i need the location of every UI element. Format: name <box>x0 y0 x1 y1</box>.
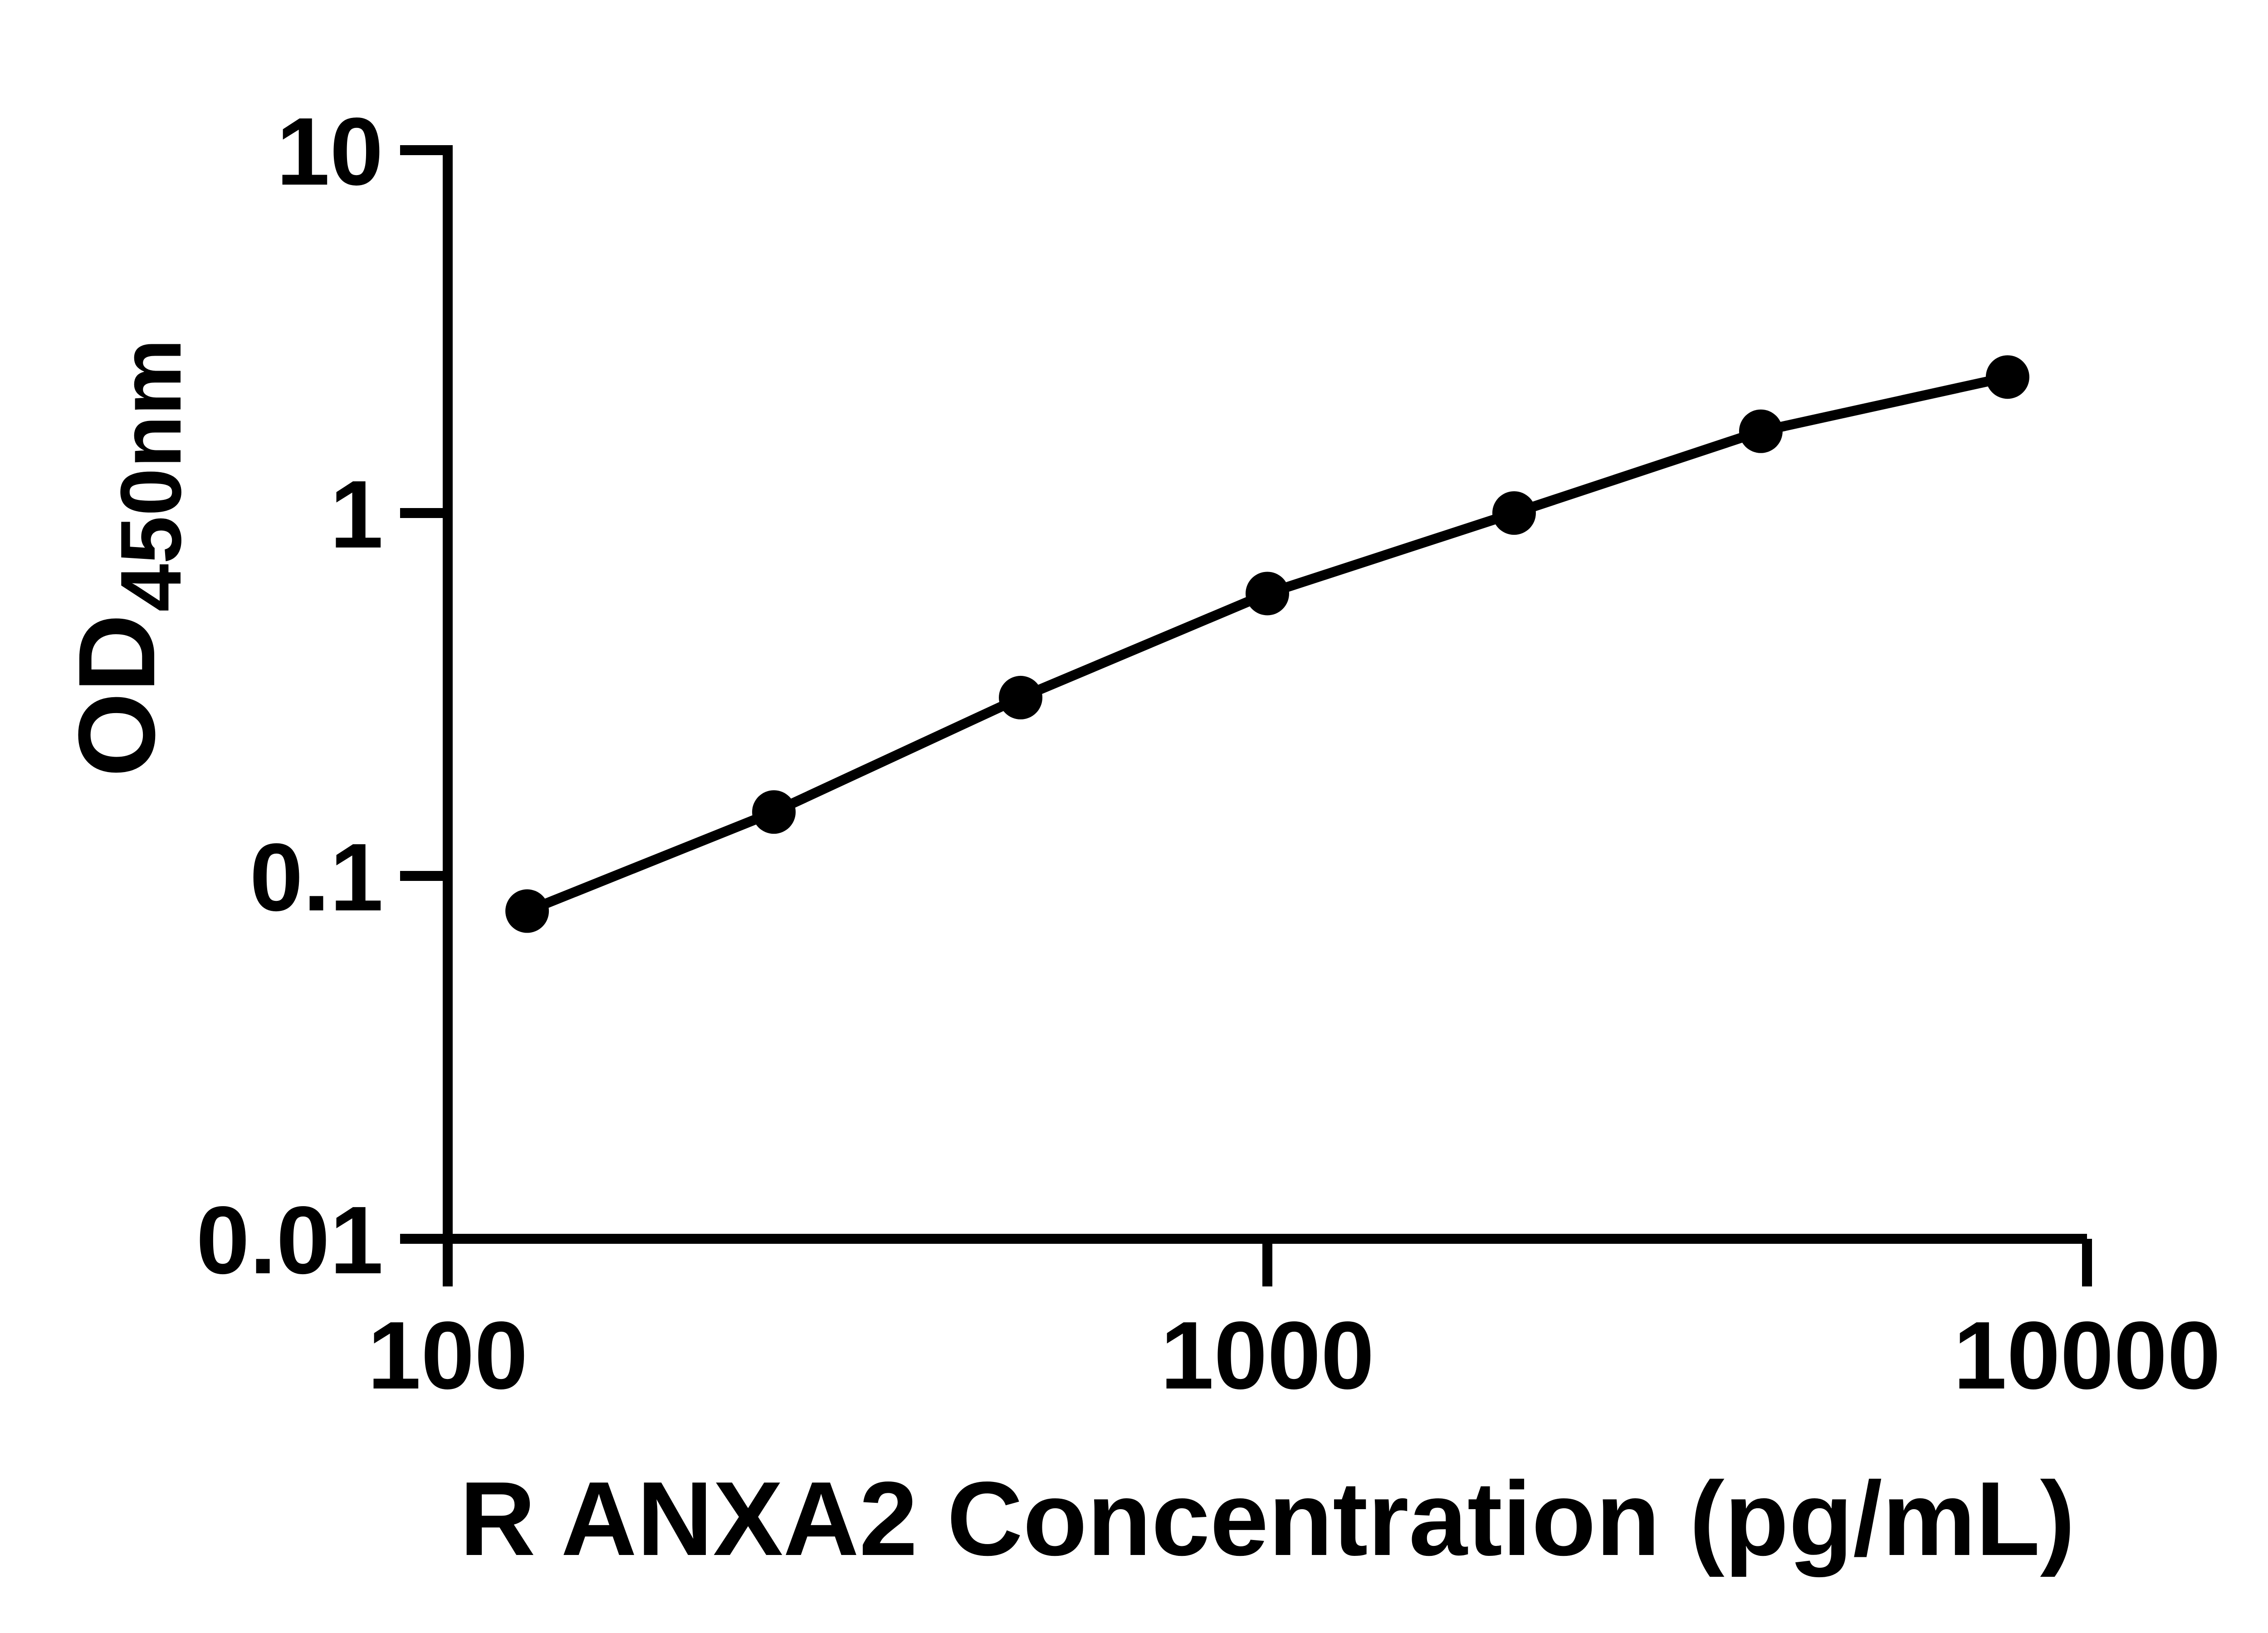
x-tick-label: 10000 <box>1953 1301 2221 1409</box>
series-line <box>525 372 2009 916</box>
x-axis-title: R ANXA2 Concentration (pg/mL) <box>459 1460 2075 1578</box>
y-axis-title-subscript: 450nm <box>103 339 199 612</box>
y-axis-title-main: OD <box>56 614 177 777</box>
data-point-marker <box>1246 572 1289 616</box>
y-tick-label: 0.01 <box>196 1186 383 1294</box>
data-point-marker <box>505 889 549 933</box>
y-tick-label: 0.1 <box>249 823 383 931</box>
data-point-marker <box>999 675 1043 719</box>
x-tick-label: 1000 <box>1160 1301 1374 1409</box>
data-point-marker <box>1985 355 2029 399</box>
y-tick-label: 10 <box>276 98 383 205</box>
data-point-marker <box>1739 409 1783 453</box>
data-point-marker <box>1492 491 1536 535</box>
x-tick-label: 100 <box>367 1301 528 1409</box>
y-tick-label: 1 <box>330 460 383 568</box>
y-axis-title: OD 450nm <box>56 339 199 777</box>
data-point-marker <box>752 790 796 834</box>
